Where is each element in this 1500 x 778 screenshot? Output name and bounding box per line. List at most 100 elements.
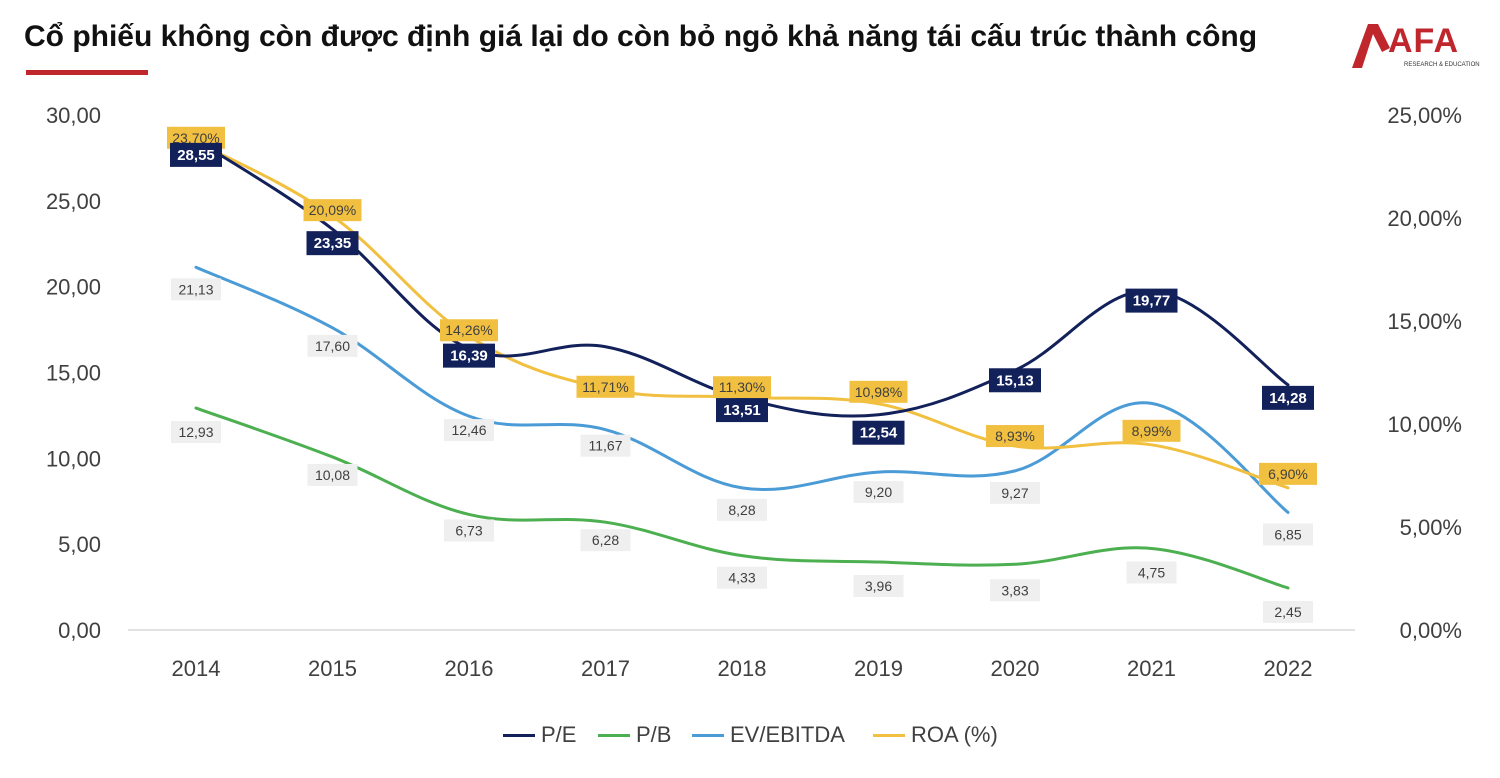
data-label-pe: 16,39 bbox=[450, 348, 488, 365]
x-tick-label: 2022 bbox=[1264, 656, 1313, 681]
data-label-pe: 12,54 bbox=[860, 425, 898, 442]
data-label-pe: 23,35 bbox=[314, 235, 352, 252]
data-label-evebitda: 12,46 bbox=[451, 422, 486, 438]
y2-tick-label: 10,00% bbox=[1387, 412, 1462, 437]
y-tick-label: 10,00 bbox=[46, 446, 101, 471]
data-label-pe: 13,51 bbox=[723, 402, 761, 419]
data-label-roa: 8,93% bbox=[995, 428, 1035, 444]
y2-tick-label: 25,00% bbox=[1387, 103, 1462, 128]
x-tick-label: 2017 bbox=[581, 656, 630, 681]
y2-tick-label: 20,00% bbox=[1387, 206, 1462, 231]
afa-logo-icon bbox=[1352, 24, 1390, 68]
data-label-box-evebitda bbox=[990, 481, 1040, 504]
x-tick-label: 2015 bbox=[308, 656, 357, 681]
data-label-roa: 23,70% bbox=[172, 130, 219, 146]
x-tick-label: 2020 bbox=[991, 656, 1040, 681]
data-label-roa: 10,98% bbox=[855, 384, 902, 400]
data-label-pb: 6,73 bbox=[455, 522, 482, 538]
data-label-box-roa bbox=[440, 319, 498, 342]
legend-label-pb: P/B bbox=[636, 722, 672, 747]
data-label-box-roa bbox=[986, 425, 1044, 448]
data-label-box-roa bbox=[576, 375, 635, 398]
data-label-box-pb bbox=[1263, 600, 1313, 623]
y2-tick-label: 0,00% bbox=[1400, 618, 1462, 643]
series-line-pb bbox=[194, 406, 1290, 590]
data-label-roa: 11,71% bbox=[582, 379, 628, 395]
data-label-box-pb bbox=[990, 579, 1040, 602]
data-label-box-pe bbox=[170, 142, 222, 167]
y2-tick-label: 5,00% bbox=[1400, 515, 1462, 540]
legend-item-roa: ROA (%) bbox=[873, 722, 998, 748]
data-label-evebitda: 17,60 bbox=[315, 338, 350, 354]
y2-tick-label: 15,00% bbox=[1387, 309, 1462, 334]
data-label-roa: 11,30% bbox=[719, 379, 765, 395]
data-label-box-pe bbox=[306, 231, 359, 256]
data-label-box-pe bbox=[989, 368, 1041, 393]
legend-swatch-pb bbox=[598, 733, 630, 737]
data-label-box-roa bbox=[1259, 462, 1317, 485]
data-label-box-evebitda bbox=[1263, 523, 1313, 546]
data-label-box-pb bbox=[444, 519, 494, 542]
data-label-box-pe bbox=[443, 343, 495, 368]
legend-item-evebitda: EV/EBITDA bbox=[692, 722, 845, 748]
data-label-pb: 2,45 bbox=[1274, 604, 1301, 620]
data-label-box-roa bbox=[303, 199, 362, 222]
y-tick-label: 30,00 bbox=[46, 103, 101, 128]
data-label-pb: 6,28 bbox=[592, 532, 619, 548]
line-chart: 0,00 5,00 10,00 15,00 20,00 25,00 30,00 0,00% 5,… bbox=[46, 103, 1462, 681]
data-label-box-roa bbox=[1122, 419, 1181, 442]
data-label-pb: 12,93 bbox=[178, 424, 213, 440]
data-label-pe: 19,77 bbox=[1133, 293, 1171, 310]
data-label-pe: 28,55 bbox=[177, 147, 215, 164]
data-label-evebitda: 8,28 bbox=[728, 502, 755, 518]
legend-item-pb: P/B bbox=[598, 722, 671, 748]
data-label-box-pb bbox=[171, 421, 221, 444]
data-label-pe: 14,28 bbox=[1269, 390, 1307, 407]
data-label-roa: 6,90% bbox=[1268, 466, 1308, 482]
data-label-evebitda: 6,85 bbox=[1274, 526, 1301, 542]
x-tick-label: 2018 bbox=[718, 656, 767, 681]
data-label-box-evebitda bbox=[307, 334, 358, 357]
x-tick-label: 2016 bbox=[445, 656, 494, 681]
data-label-box-pe bbox=[852, 420, 905, 445]
chart-title: Cổ phiếu không còn được định giá lại do … bbox=[24, 20, 1258, 53]
legend-swatch-evebitda bbox=[692, 733, 724, 737]
data-label-box-evebitda bbox=[853, 481, 904, 504]
y-tick-label: 20,00 bbox=[46, 275, 101, 300]
data-label-box-evebitda bbox=[717, 498, 767, 521]
legend-swatch-pe bbox=[503, 733, 535, 737]
title-underline bbox=[26, 70, 148, 75]
data-label-pe: 15,13 bbox=[996, 372, 1034, 389]
data-label-pb: 4,33 bbox=[728, 570, 755, 586]
logo-text: AFA bbox=[1388, 22, 1459, 60]
data-label-evebitda: 9,27 bbox=[1001, 485, 1028, 501]
x-tick-label: 2019 bbox=[854, 656, 903, 681]
legend-label-roa: ROA (%) bbox=[911, 722, 998, 747]
x-tick-label: 2014 bbox=[172, 656, 221, 681]
data-label-box-evebitda bbox=[580, 434, 631, 457]
legend-label-evebitda: EV/EBITDA bbox=[730, 722, 845, 747]
data-label-box-pb bbox=[1126, 561, 1177, 584]
data-label-box-roa bbox=[849, 380, 908, 403]
data-label-evebitda: 9,20 bbox=[865, 484, 892, 500]
data-label-roa: 14,26% bbox=[445, 322, 492, 338]
y-tick-label: 15,00 bbox=[46, 361, 101, 386]
series-line-evebitda bbox=[194, 265, 1290, 514]
data-label-pb: 3,83 bbox=[1001, 582, 1028, 598]
data-label-roa: 20,09% bbox=[309, 202, 356, 218]
data-label-roa: 8,99% bbox=[1132, 423, 1172, 439]
series-line-pe bbox=[194, 138, 1290, 418]
data-label-box-pb bbox=[717, 566, 767, 589]
data-label-box-pb bbox=[580, 529, 631, 552]
data-label-box-evebitda bbox=[171, 278, 221, 301]
data-label-pb: 4,75 bbox=[1138, 564, 1165, 580]
data-label-box-pe bbox=[1125, 288, 1178, 313]
data-label-box-pe bbox=[1262, 385, 1314, 410]
data-label-box-pb bbox=[853, 575, 904, 598]
data-label-box-roa bbox=[713, 376, 771, 399]
y-tick-label: 5,00 bbox=[58, 532, 101, 557]
legend-item-pe: P/E bbox=[503, 722, 576, 748]
data-label-pb: 3,96 bbox=[865, 578, 892, 594]
y-tick-label: 25,00 bbox=[46, 189, 101, 214]
logo-subtitle: RESEARCH & EDUCATION bbox=[1404, 62, 1480, 68]
